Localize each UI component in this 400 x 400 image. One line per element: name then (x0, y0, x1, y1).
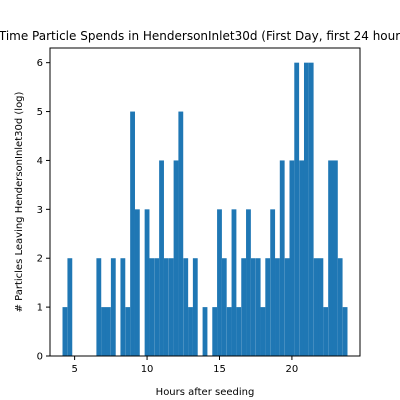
x-tick-label: 5 (71, 364, 77, 375)
histogram-bar (308, 62, 314, 357)
y-tick-label: 4 (37, 156, 43, 167)
y-tick-label: 5 (37, 107, 43, 118)
y-axis-label: # Particles Leaving HendersonInlet30d (l… (14, 91, 25, 312)
histogram-bar (154, 258, 160, 356)
histogram-bar (313, 258, 319, 356)
histogram-bar (226, 307, 232, 356)
histogram-bar (275, 258, 280, 356)
histogram-bar (270, 209, 276, 356)
histogram-bar (294, 62, 300, 357)
histogram-bar (265, 258, 271, 356)
histogram-bar (134, 209, 140, 356)
histogram-bar (241, 258, 247, 356)
histogram-bar (96, 258, 102, 356)
x-tick-label: 20 (286, 364, 299, 375)
y-tick-label: 1 (37, 303, 43, 314)
histogram-bar (221, 258, 227, 356)
histogram-bar (168, 258, 174, 356)
x-axis: 5 10 15 20 (71, 356, 298, 375)
histogram-bar (250, 258, 256, 356)
histogram-bar (236, 307, 242, 356)
histogram-bar (149, 258, 155, 356)
chart-title: Time Particle Spends in HendersonInlet30… (0, 29, 400, 43)
histogram-bar (303, 62, 309, 357)
histogram-bar (105, 307, 111, 356)
histogram-bar (159, 160, 164, 356)
histogram-bar (101, 307, 107, 356)
histogram-bar (67, 258, 73, 356)
y-tick-label: 2 (37, 254, 43, 265)
histogram-bar (279, 160, 285, 356)
y-axis: 0 1 2 3 4 5 6 (37, 58, 50, 363)
histogram-bar (192, 258, 198, 356)
bars-layer (62, 62, 348, 357)
histogram-bar (130, 111, 135, 356)
plot-frame (49, 47, 361, 357)
histogram-bar (110, 258, 116, 356)
y-tick-label: 0 (37, 352, 43, 363)
x-tick-label: 10 (141, 364, 154, 375)
histogram-bar (144, 209, 150, 356)
histogram-bar (342, 307, 348, 356)
histogram-bar (62, 307, 68, 356)
histogram-bar (246, 209, 251, 356)
y-tick-label: 6 (37, 58, 43, 69)
histogram-bar (323, 307, 329, 356)
histogram-bar (188, 307, 193, 356)
x-tick-label: 15 (213, 364, 226, 375)
histogram-bar (289, 160, 295, 356)
histogram-bar (173, 160, 179, 356)
histogram-bar (332, 160, 338, 356)
histogram-bar (260, 307, 266, 356)
histogram-bar (178, 111, 184, 356)
histogram-bar (183, 258, 189, 356)
y-tick-label: 3 (37, 205, 43, 216)
histogram-bar (202, 307, 208, 356)
histogram-bar (299, 160, 305, 356)
histogram-bar (231, 209, 237, 356)
histogram-bar (125, 307, 131, 356)
histogram-bar (217, 209, 222, 356)
histogram-bar (212, 307, 218, 356)
histogram-bar (318, 258, 324, 356)
histogram-bar (255, 258, 261, 356)
histogram-bar (163, 258, 169, 356)
x-axis-label: Hours after seeding (156, 387, 255, 398)
histogram-bar (284, 258, 290, 356)
histogram-bar (328, 160, 334, 356)
histogram-bar (337, 258, 343, 356)
histogram-bar (120, 258, 126, 356)
